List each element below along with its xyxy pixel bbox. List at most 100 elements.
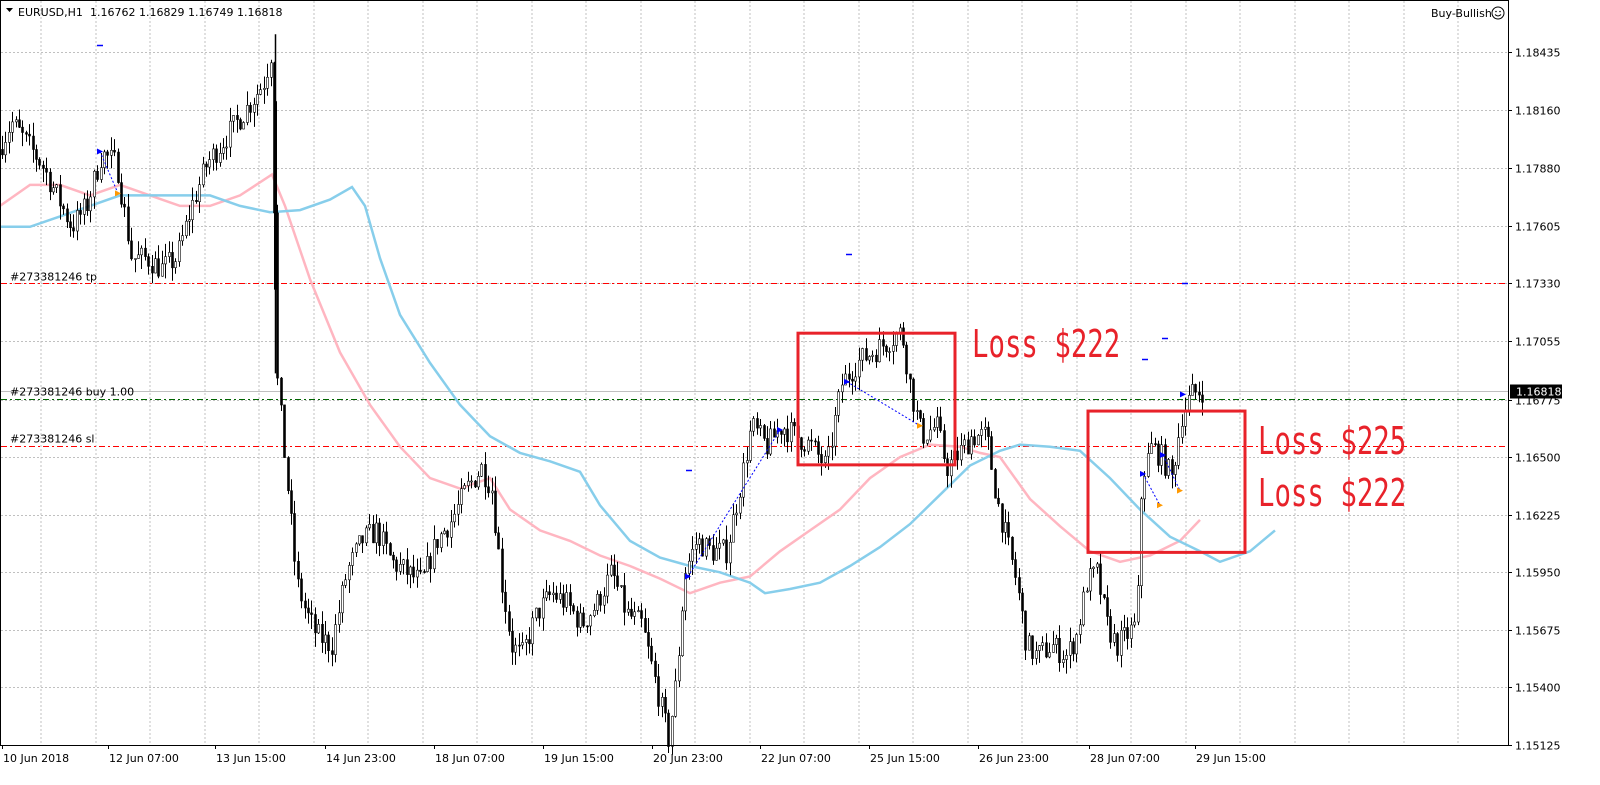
candle-body xyxy=(1007,522,1010,538)
trade-arrow-icon xyxy=(1180,391,1186,398)
candle-body xyxy=(1201,394,1204,403)
candle-body xyxy=(372,523,375,544)
candle-body xyxy=(888,351,891,353)
candle-body xyxy=(841,384,844,393)
candle-body xyxy=(123,203,126,208)
candle-body xyxy=(579,612,582,628)
candle-body xyxy=(433,539,436,570)
candle-body xyxy=(341,585,344,614)
candle-body xyxy=(1086,590,1089,593)
candle-body xyxy=(718,542,721,549)
candle-body xyxy=(1079,624,1082,635)
candle-body xyxy=(106,151,109,156)
candle-body xyxy=(1014,559,1017,578)
candle-body xyxy=(633,611,636,617)
candle-body xyxy=(32,135,35,150)
candle-body xyxy=(344,579,347,586)
candle-body xyxy=(1065,654,1068,660)
candle-body xyxy=(171,252,174,269)
candle-body xyxy=(157,258,160,277)
candle-body xyxy=(202,163,205,186)
price-tick-label: 1.15675 xyxy=(1515,625,1561,638)
price-tick-label: 1.18160 xyxy=(1515,105,1561,118)
candle-body xyxy=(732,514,735,543)
dropdown-triangle-icon[interactable] xyxy=(6,8,13,12)
candle-body xyxy=(572,605,575,612)
candle-body xyxy=(300,578,303,602)
candle-body xyxy=(987,426,990,437)
candle-body xyxy=(21,126,24,133)
candle-body xyxy=(358,535,361,545)
candle-body xyxy=(871,354,874,357)
candle-body xyxy=(1,149,4,156)
order-lines xyxy=(1,283,1508,447)
time-axis: 10 Jun 2018 12 Jun 07:00 13 Jun 15:00 14 Ju… xyxy=(2,745,1266,765)
candle-body xyxy=(205,163,208,168)
candle-body xyxy=(191,200,194,221)
candle-body xyxy=(1126,627,1129,639)
time-tick-label: 19 Jun 15:00 xyxy=(544,752,614,765)
candle-body xyxy=(990,436,993,470)
time-tick-label: 28 Jun 07:00 xyxy=(1090,752,1160,765)
time-tick-label: 25 Jun 15:00 xyxy=(870,752,940,765)
candle-body xyxy=(1028,635,1031,651)
candle-body xyxy=(562,593,565,608)
candle-body xyxy=(392,554,395,561)
candle-body xyxy=(195,200,198,203)
candle-body xyxy=(69,221,72,229)
candle-body xyxy=(1092,566,1095,570)
candle-body xyxy=(956,450,959,461)
candle-body xyxy=(674,680,677,717)
candle-body xyxy=(943,430,946,460)
candle-body xyxy=(168,252,171,257)
candle-body xyxy=(926,439,929,444)
candle-body xyxy=(1075,634,1078,655)
candle-body xyxy=(895,333,898,346)
trade-link xyxy=(1142,473,1161,506)
trade-arrow-icon xyxy=(1140,470,1146,477)
candle-body xyxy=(827,446,830,457)
candle-body xyxy=(174,261,177,269)
price-tick-label: 1.17330 xyxy=(1515,278,1561,291)
candle-body xyxy=(110,150,113,156)
candle-body xyxy=(219,153,222,163)
candle-body xyxy=(1106,597,1109,617)
candle-body xyxy=(1096,563,1099,568)
candle-body xyxy=(973,436,976,446)
candle-body xyxy=(1031,635,1034,659)
price-tick-label: 1.17055 xyxy=(1515,336,1561,349)
candle-body xyxy=(453,513,456,523)
candle-body xyxy=(814,440,817,443)
candle-body xyxy=(368,523,371,529)
candle-body xyxy=(467,480,470,486)
candle-body xyxy=(100,167,103,180)
candle-series xyxy=(1,34,1204,755)
candle-body xyxy=(1116,633,1119,656)
candle-body xyxy=(501,548,504,593)
candle-body xyxy=(984,426,987,430)
candle-body xyxy=(256,94,259,105)
candle-body xyxy=(1058,637,1061,663)
candle-body xyxy=(555,592,558,600)
time-tick-label: 26 Jun 23:00 xyxy=(979,752,1049,765)
trade-arrow-icon xyxy=(777,426,783,433)
candle-body xyxy=(164,256,167,265)
candle-body xyxy=(378,522,381,546)
candle-body xyxy=(399,563,402,572)
candle-body xyxy=(446,530,449,538)
candle-body xyxy=(1198,391,1201,396)
order-labels: #273381246 tp #273381246 buy 1.00 #27338… xyxy=(10,271,134,446)
candle-body xyxy=(664,696,667,714)
candle-body xyxy=(565,592,568,608)
candle-body xyxy=(994,469,997,499)
candle-body xyxy=(681,610,684,657)
candle-body xyxy=(457,504,460,515)
candle-body xyxy=(79,210,82,215)
candle-body xyxy=(858,359,861,378)
candle-body xyxy=(831,445,834,448)
chart-grid xyxy=(1,1,1508,746)
candle-body xyxy=(35,149,38,160)
candle-body xyxy=(739,496,742,514)
moving-averages xyxy=(0,172,1276,595)
